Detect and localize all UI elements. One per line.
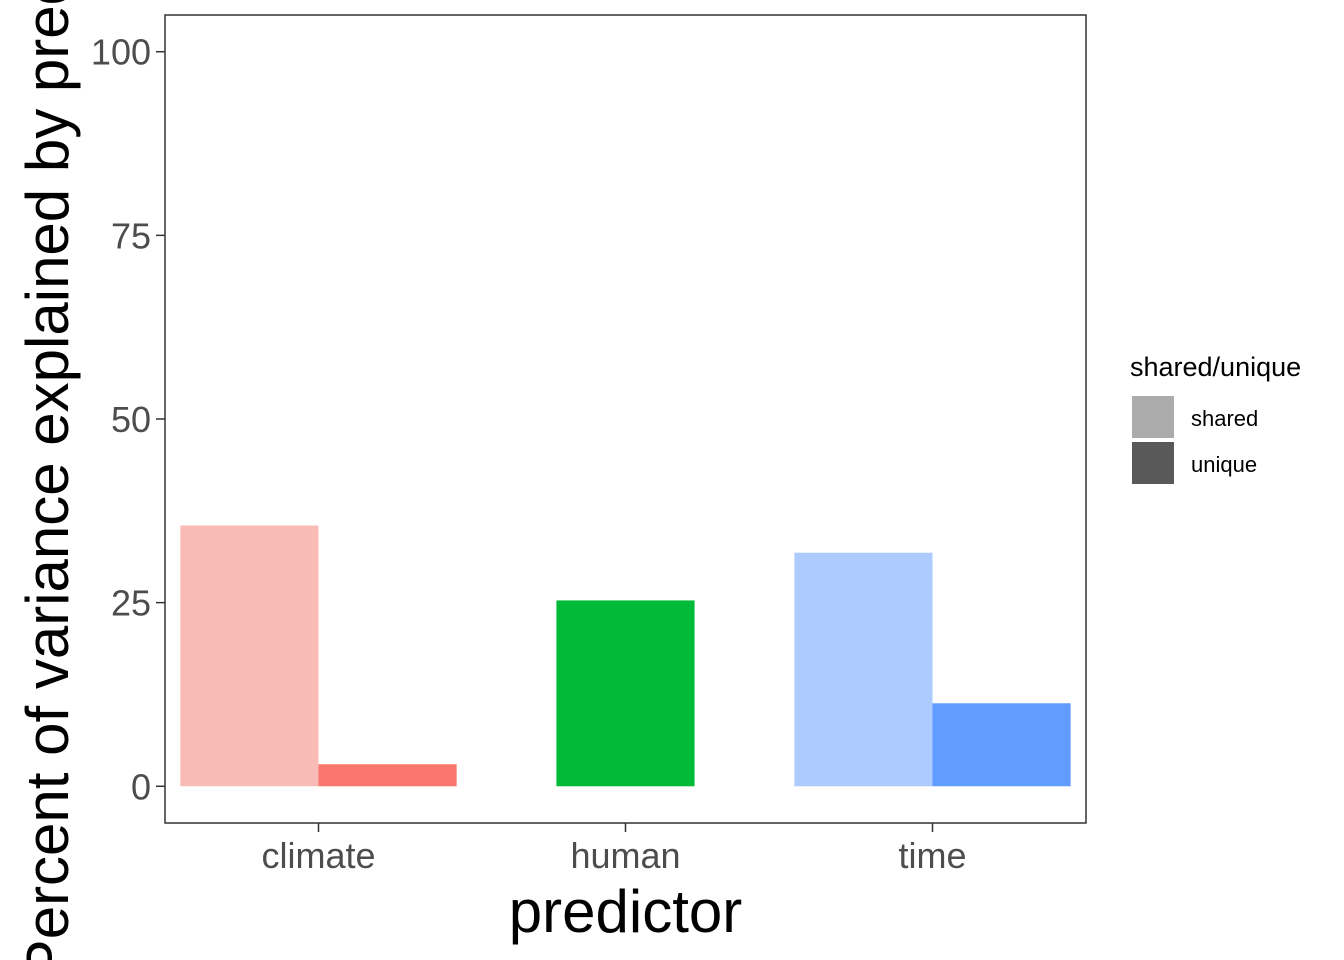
legend-label-shared: shared — [1191, 406, 1258, 431]
bar-time-shared — [794, 552, 933, 787]
legend-label-unique: unique — [1191, 452, 1257, 477]
bar-time-unique — [932, 703, 1071, 787]
y-tick-label-75: 75 — [111, 215, 151, 256]
legend-items: shared unique — [1132, 396, 1258, 484]
legend-key-unique — [1132, 442, 1174, 484]
bar-climate-unique — [318, 764, 457, 787]
legend-key-shared — [1132, 396, 1174, 438]
x-axis-title: predictor — [509, 878, 742, 945]
x-tick-label-climate: climate — [261, 835, 375, 876]
x-tick-label-time: time — [898, 835, 966, 876]
bars-layer — [180, 525, 1071, 787]
y-axis: 0 25 50 75 100 — [91, 32, 165, 807]
y-tick-label-50: 50 — [111, 399, 151, 440]
bar-human-unique — [556, 600, 695, 787]
y-axis-title: Percent of variance explained by predict… — [14, 0, 81, 960]
y-tick-label-100: 100 — [91, 32, 151, 73]
y-tick-label-0: 0 — [131, 766, 151, 807]
y-tick-label-25: 25 — [111, 583, 151, 624]
x-tick-label-human: human — [570, 835, 680, 876]
bar-climate-shared — [180, 525, 319, 787]
x-axis: climate human time — [261, 823, 967, 876]
legend: shared/unique shared unique — [1130, 352, 1301, 484]
legend-title: shared/unique — [1130, 352, 1301, 382]
